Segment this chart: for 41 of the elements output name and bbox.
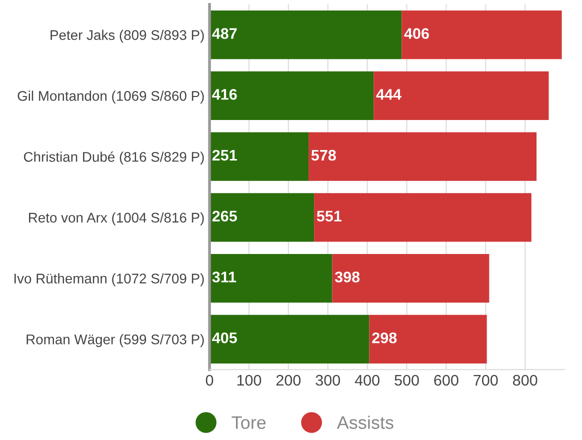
x-tick-label: 0	[206, 374, 214, 386]
x-tick-label: 200	[276, 374, 301, 386]
x-tick-label: 500	[394, 374, 419, 386]
y-tick-label: Reto von Arx (1004 S/816 P)	[29, 212, 204, 226]
bar	[210, 10, 402, 60]
data-label: 251	[212, 150, 237, 161]
bar	[210, 314, 370, 364]
y-tick-label: Ivo Rüthemann (1072 S/709 P)	[14, 273, 204, 286]
data-label: 398	[334, 272, 360, 282]
x-tick-label: 100	[237, 374, 262, 386]
data-label: 578	[311, 150, 336, 161]
y-tick-label: Gil Montandon (1069 S/860 P)	[18, 90, 204, 104]
bar	[210, 193, 314, 242]
y-tick-label: Roman Wäger (599 S/703 P)	[26, 334, 204, 348]
legend-label: Tore	[232, 416, 266, 429]
data-label: 444	[376, 89, 402, 100]
data-label: 265	[212, 210, 237, 222]
x-tick-label: 700	[474, 374, 498, 386]
y-tick-label: Christian Dubé (816 S/829 P)	[24, 151, 204, 165]
bar	[374, 71, 549, 120]
bar	[210, 132, 309, 181]
x-tick-label: 600	[434, 374, 458, 386]
bar	[332, 254, 490, 303]
bar	[210, 254, 332, 303]
data-label: 551	[316, 210, 342, 222]
bar	[402, 10, 562, 60]
data-label: 311	[212, 272, 236, 282]
bar	[314, 193, 532, 242]
data-label: 416	[212, 88, 237, 100]
x-tick-label: 300	[316, 374, 340, 386]
data-label: 298	[372, 332, 397, 344]
legend-label: Assists	[336, 416, 394, 429]
data-label: 406	[404, 28, 429, 39]
y-tick-label: Peter Jaks (809 S/893 P)	[50, 30, 204, 43]
x-tick-label: 800	[513, 374, 538, 386]
x-tick-label: 400	[354, 374, 380, 386]
data-label: 405	[212, 332, 237, 344]
bar	[369, 314, 487, 364]
bar	[210, 71, 374, 120]
data-label: 487	[212, 28, 237, 39]
bar	[308, 132, 537, 181]
